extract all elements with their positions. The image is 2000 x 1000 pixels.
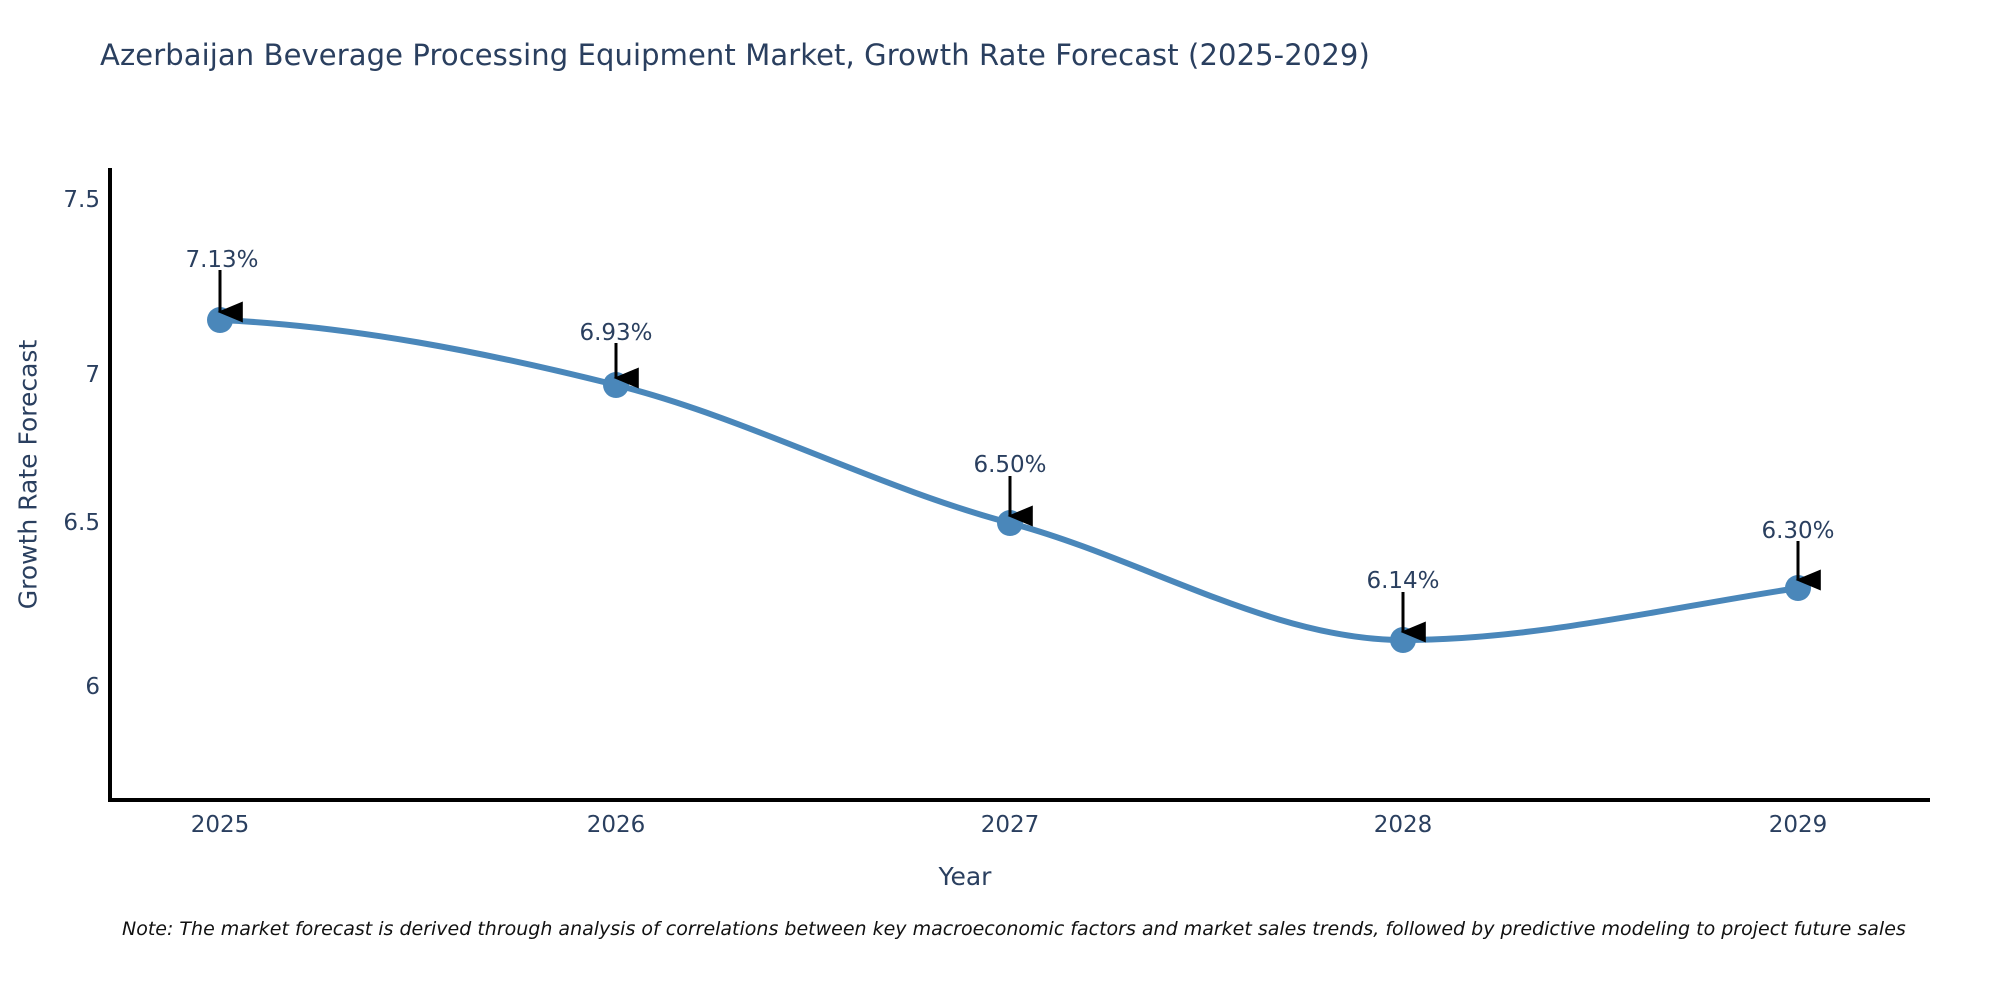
- x-tick-label-0: 2025: [190, 812, 250, 838]
- data-label-2028: 6.14%: [1366, 568, 1440, 594]
- data-label-2026: 6.93%: [579, 320, 653, 346]
- data-label-2027: 6.50%: [973, 452, 1047, 478]
- y-tick-label-3: 6: [85, 674, 100, 700]
- data-label-2025: 7.13%: [185, 247, 259, 273]
- data-label-2029: 6.30%: [1761, 518, 1835, 544]
- y-tick-label-0: 7.5: [63, 187, 100, 213]
- x-axis-title: Year: [938, 862, 992, 891]
- x-tick-label-4: 2029: [1768, 812, 1828, 838]
- footnote-text: Note: The market forecast is derived thr…: [122, 918, 1906, 940]
- chart-title: Azerbaijan Beverage Processing Equipment…: [100, 38, 1370, 72]
- x-tick-label-2: 2027: [980, 812, 1040, 838]
- y-tick-label-1: 7: [85, 362, 100, 388]
- y-tick-label-2: 6.5: [63, 510, 100, 536]
- x-tick-label-3: 2028: [1373, 812, 1433, 838]
- x-tick-label-1: 2026: [586, 812, 646, 838]
